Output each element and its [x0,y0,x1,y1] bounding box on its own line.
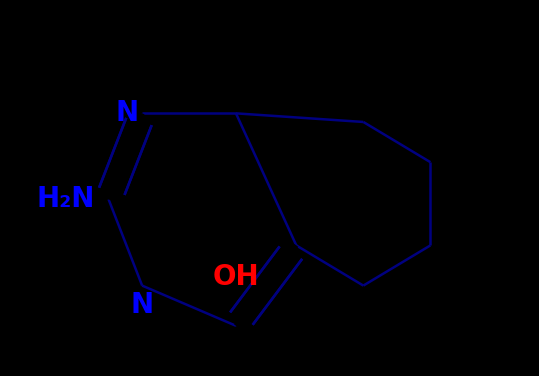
Text: N: N [130,291,154,319]
Text: OH: OH [213,263,259,291]
Text: N: N [116,99,139,127]
Text: H₂N: H₂N [37,185,95,214]
